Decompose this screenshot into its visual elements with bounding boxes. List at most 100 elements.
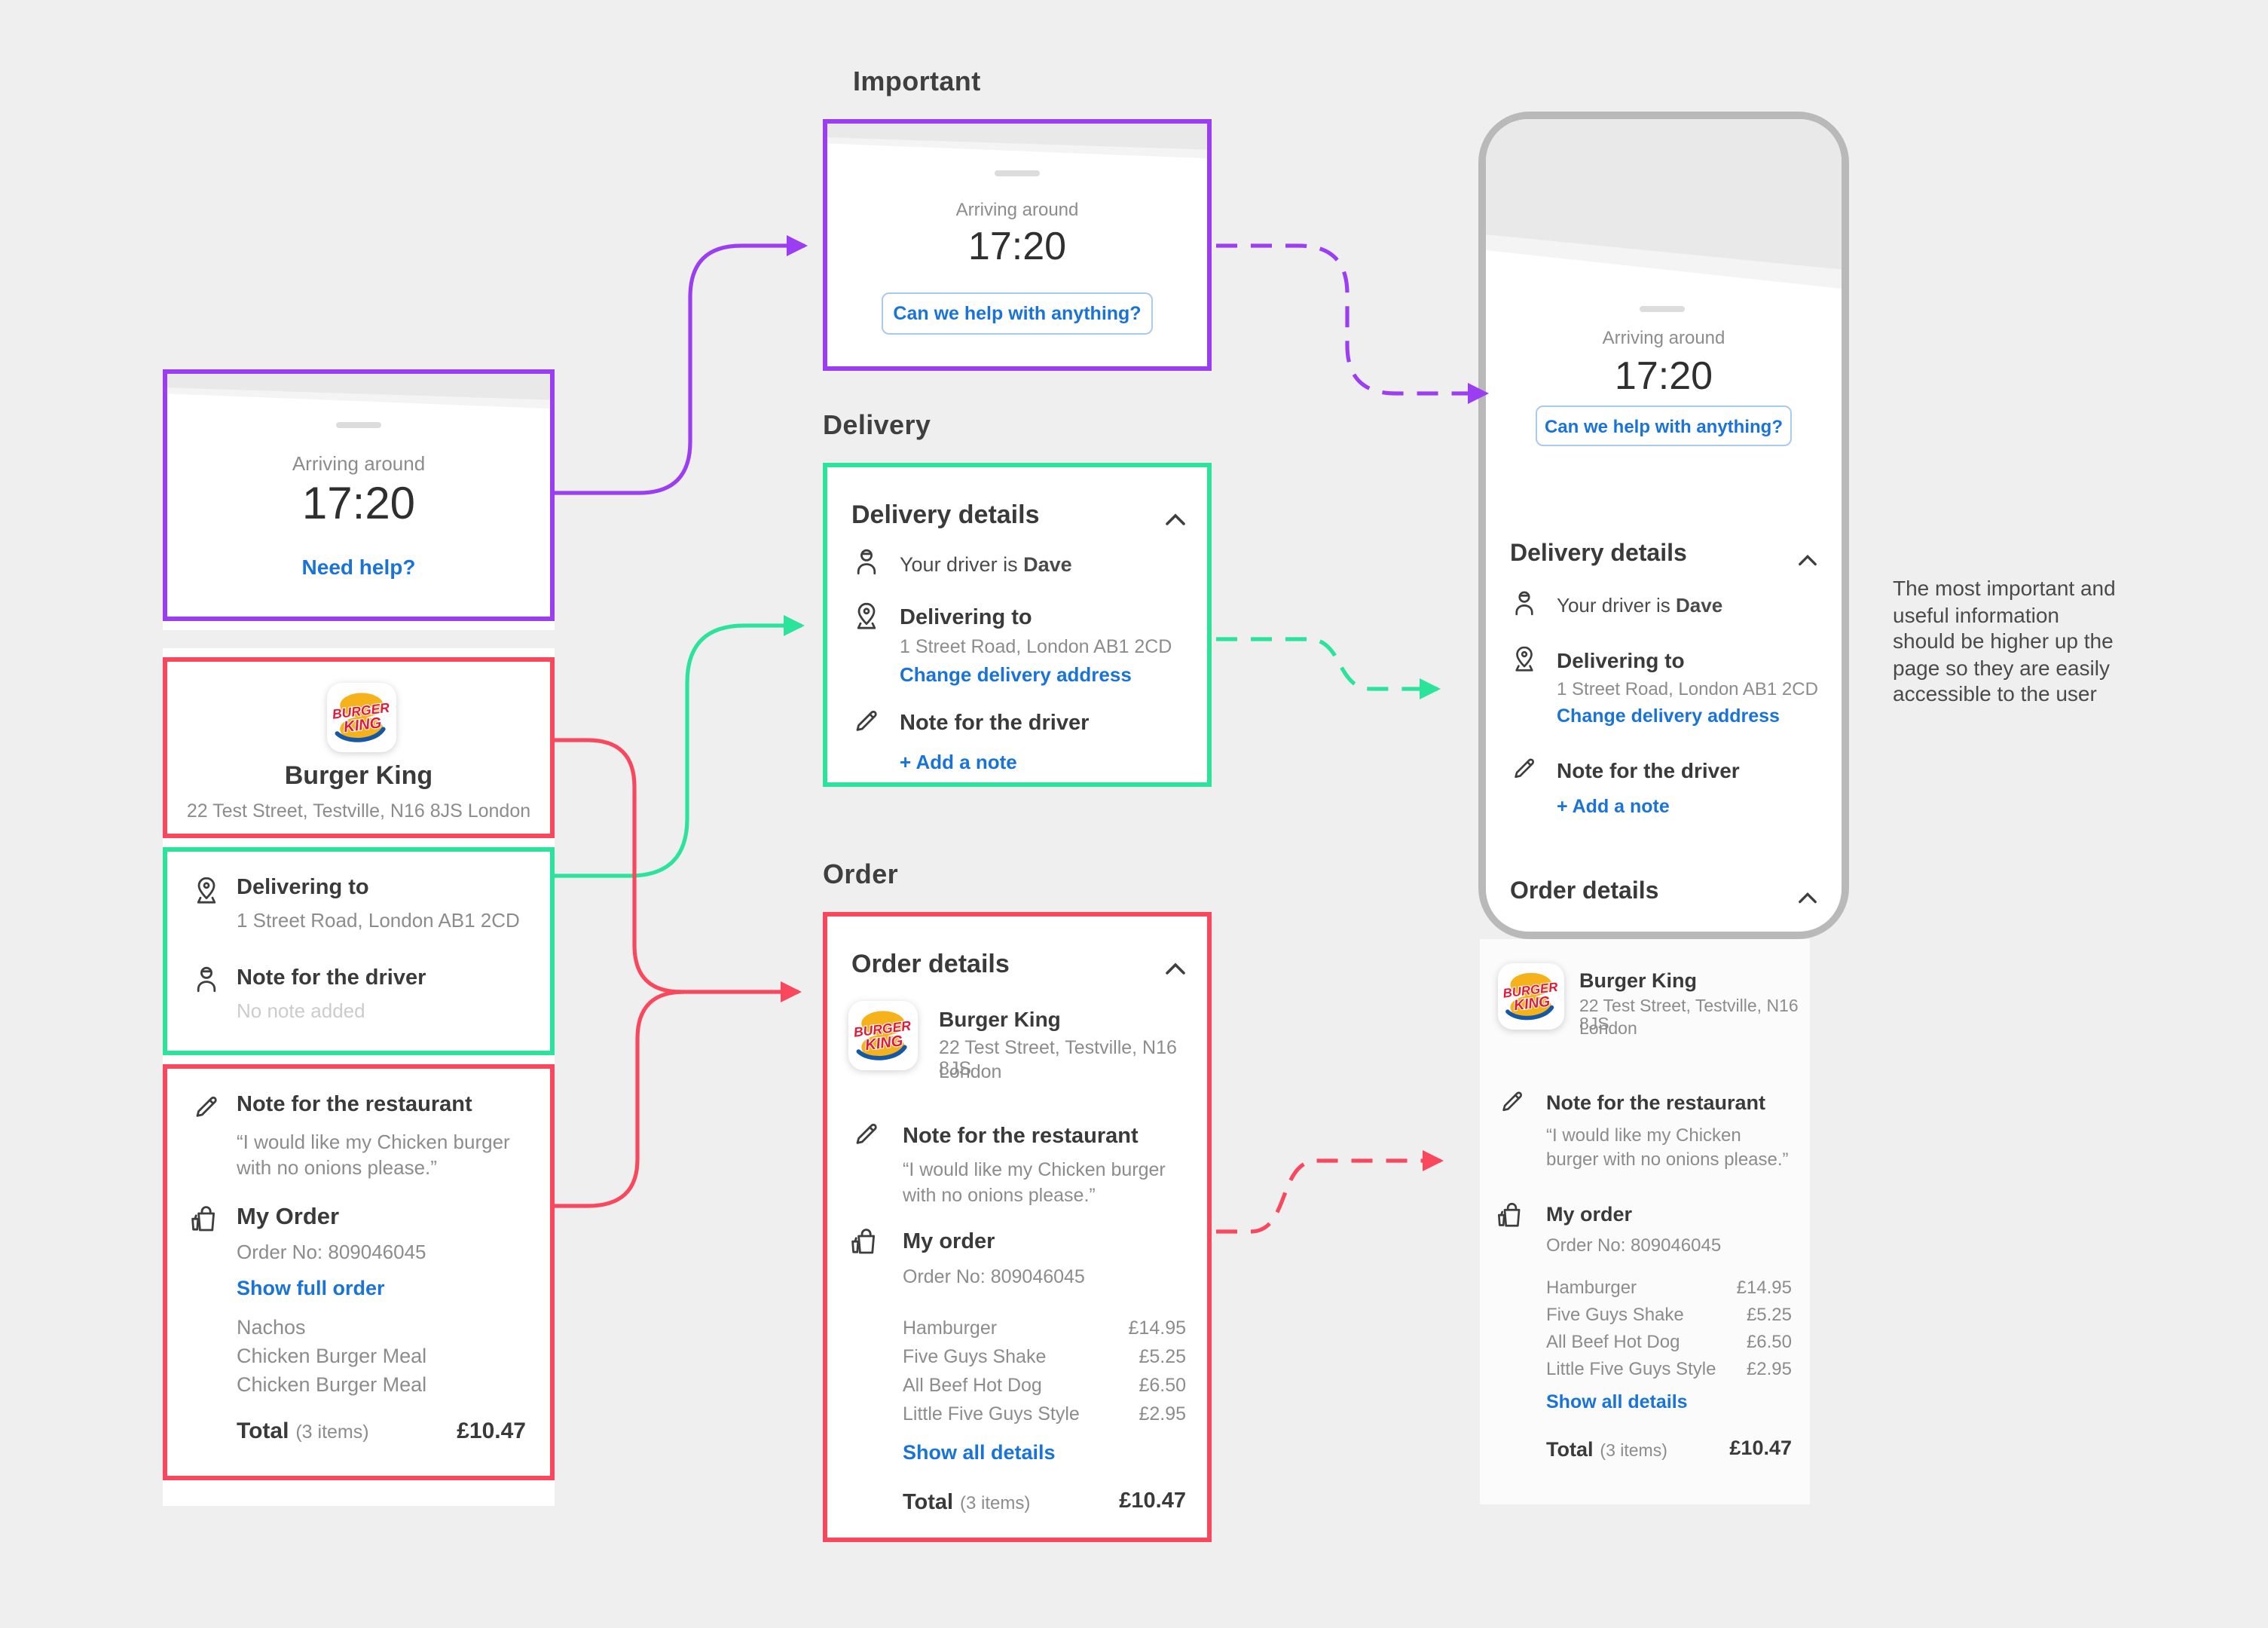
total-label: Total [237,1418,289,1444]
note-restaurant-quote: “I would like my Chicken burger with no … [903,1159,1166,1206]
pencil-icon [851,705,882,736]
preview-item: Nachos [237,1316,306,1339]
chevron-up-icon[interactable] [1798,885,1817,912]
order-bag-icon [848,1224,882,1257]
burger-king-logo: BURGER KING [1498,963,1564,1030]
note-restaurant-title: Note for the restaurant [903,1125,1139,1149]
chevron-up-icon[interactable] [1165,956,1186,983]
pencil-icon [1510,754,1539,782]
order-bag-icon [1495,1198,1527,1230]
map-preview [827,124,1207,160]
arrow-order-solid-branch1 [555,738,682,994]
order-number: Order No: 809046045 [237,1241,426,1263]
location-pin-icon [1510,644,1539,672]
chevron-up-icon[interactable] [1798,547,1817,574]
item-name: Little Five Guys Style [1546,1358,1716,1379]
sheet-handle [336,422,381,428]
item-price: £14.95 [1736,1277,1792,1298]
left-section-gap [163,630,555,648]
item-name: Hamburger [903,1317,998,1339]
total-count: (3 items) [960,1492,1031,1513]
note-restaurant-title: Note for the restaurant [1546,1091,1766,1114]
restaurant-address-line1: 22 Test Street, Testville, N16 8JS [939,1037,1177,1079]
note-driver-title: Note for the driver [900,711,1090,736]
phone-frame: Arriving around 17:20 Can we help with a… [1478,112,1849,939]
order-details-title: Order details [851,950,1010,978]
sheet-handle [995,170,1040,176]
show-all-details-link[interactable]: Show all details [1546,1391,1688,1412]
delivering-to-title: Delivering to [1557,648,1685,672]
driver-name: Dave [1676,594,1723,617]
item-name: Hamburger [1546,1277,1637,1298]
driver-icon [851,546,882,576]
item-name: All Beef Hot Dog [903,1375,1042,1396]
heading-delivery: Delivery [823,410,931,440]
show-full-order-link[interactable]: Show full order [237,1277,385,1299]
arrow-order-solid-branch2 [555,990,685,1208]
my-order-title: My order [903,1230,995,1254]
total-label: Total [903,1491,954,1515]
add-note-link[interactable]: + Add a note [900,751,1017,773]
delivering-card-original: Delivering to 1 Street Road, London AB1 … [163,847,555,1055]
note-restaurant-title: Note for the restaurant [237,1093,472,1117]
add-note-link[interactable]: + Add a note [1557,796,1670,817]
driver-name: Dave [1023,553,1072,576]
help-button[interactable]: Can we help with anything? [882,292,1153,335]
no-note-text: No note added [237,999,365,1022]
change-address-link[interactable]: Change delivery address [900,663,1132,686]
item-name: Five Guys Shake [903,1346,1047,1367]
preview-item: Chicken Burger Meal [237,1345,427,1367]
location-pin-icon [851,600,882,630]
heading-important: Important [853,66,981,96]
my-order-title: My order [1546,1203,1633,1226]
help-button[interactable]: Can we help with anything? [1536,405,1792,446]
show-all-details-link[interactable]: Show all details [903,1441,1056,1464]
item-price: £5.25 [1139,1346,1186,1367]
change-address-link[interactable]: Change delivery address [1557,705,1780,727]
chevron-up-icon[interactable] [1165,506,1186,534]
pencil-icon [851,1118,882,1149]
item-name: Five Guys Shake [1546,1304,1684,1325]
eta-time: 17:20 [967,223,1067,268]
annotation-note: The most important and useful informatio… [1893,576,2116,705]
order-number: Order No: 809046045 [1546,1235,1722,1256]
total-price: £10.47 [457,1418,526,1444]
restaurant-address: 22 Test Street, Testville, N16 8JS Londo… [186,800,531,822]
restaurant-name: Burger King [284,761,433,790]
total-row: Total (3 items) £10.47 [1546,1437,1792,1464]
total-count: (3 items) [1600,1443,1667,1461]
driver-icon [191,963,222,993]
heading-order: Order [823,859,899,889]
driver-row: Your driver is Dave [900,553,1072,576]
arrow-important-solid [555,235,808,495]
delivering-to-title: Delivering to [237,876,369,900]
eta-time: 17:20 [301,479,416,529]
order-card-original: Note for the restaurant “I would like my… [163,1064,555,1480]
driver-prefix: Your driver is [900,553,1024,576]
driver-icon [1510,588,1539,617]
phone-overflow-content: BURGER KING Burger King 22 Test Street, … [1480,939,1810,1504]
delivery-address: 1 Street Road, London AB1 2CD [237,909,520,932]
burger-king-logo: BURGER KING [848,1001,918,1070]
sheet-handle [1640,306,1685,312]
order-number: Order No: 809046045 [903,1266,1085,1287]
restaurant-name: Burger King [1579,969,1698,992]
tracking-card-original: Arriving around 17:20 Need help? [163,369,555,621]
restaurant-card-original: BURGER KING Burger King 22 Test Street, … [163,657,555,838]
arriving-label: Arriving around [1602,327,1725,348]
burger-king-logo: BURGER KING [327,683,396,752]
total-row: Total (3 items) £10.47 [237,1418,526,1446]
delivery-details-title: Delivery details [1510,541,1687,567]
item-name: All Beef Hot Dog [1546,1331,1680,1352]
map-preview [1486,119,1842,294]
delivery-address: 1 Street Road, London AB1 2CD [900,636,1172,657]
delivery-address: 1 Street Road, London AB1 2CD [1557,678,1818,699]
arrow-important-dashed [1216,243,1489,404]
arrow-order-dashed [1216,1150,1444,1234]
need-help-link[interactable]: Need help? [301,555,416,579]
note-driver-title: Note for the driver [237,966,426,990]
total-label: Total [1546,1438,1594,1461]
restaurant-address-line2: London [939,1061,1002,1082]
driver-prefix: Your driver is [1557,594,1676,617]
